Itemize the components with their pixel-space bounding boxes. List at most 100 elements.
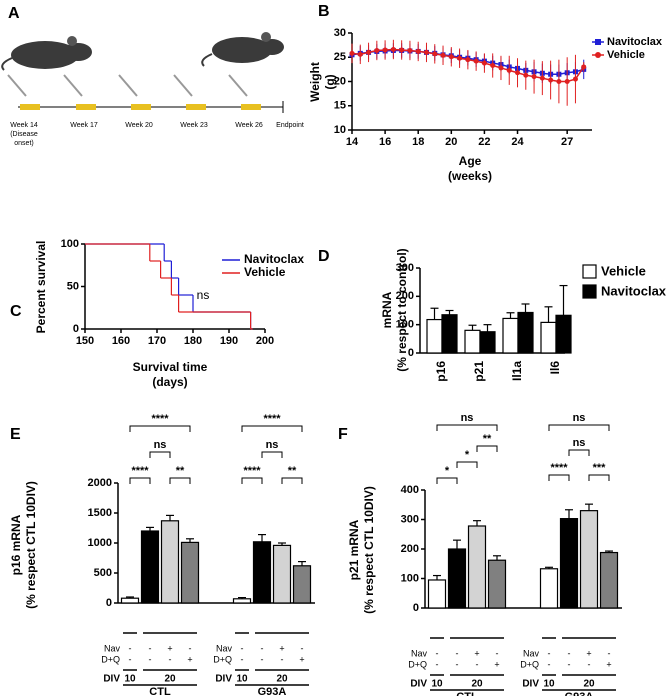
- point: [448, 54, 454, 60]
- y-tick-label: 0: [408, 347, 414, 359]
- significance-bracket: [436, 477, 458, 484]
- div-label: DIV: [410, 679, 427, 690]
- timeline-label: Week 23: [180, 122, 208, 129]
- bar: [555, 314, 572, 354]
- point: [390, 46, 396, 52]
- mouse-body: [11, 41, 79, 69]
- significance-bracket: [588, 474, 610, 481]
- y-tick-label: 200: [396, 290, 414, 302]
- point: [374, 47, 380, 53]
- panel-letter: F: [338, 426, 348, 443]
- y-axis-label: (% respect CTL 10DIV): [24, 481, 38, 609]
- significance-label: **: [176, 465, 185, 477]
- point: [357, 51, 363, 57]
- y-axis-label: p21 mRNA: [347, 519, 361, 580]
- condition-sign: -: [436, 648, 439, 658]
- significance-bracket: [129, 477, 151, 484]
- y-tick-label: 10: [334, 124, 346, 136]
- y-axis-label: Percent survival: [34, 241, 48, 334]
- syringes: [7, 74, 248, 97]
- significance-label: **: [288, 465, 297, 477]
- timeline-note: onset): [14, 140, 33, 147]
- x-axis-label: (weeks): [448, 169, 492, 183]
- significance-label: ****: [263, 413, 281, 425]
- point: [465, 57, 471, 63]
- group-label: CTL: [456, 691, 478, 696]
- x-tick-label: 180: [184, 335, 202, 347]
- condition-row-label: D+Q: [101, 654, 120, 664]
- syringe: [173, 74, 193, 97]
- condition-sign: -: [261, 654, 264, 664]
- condition-row-label: Nav: [523, 648, 540, 658]
- bar: [140, 530, 160, 604]
- bar: [540, 321, 557, 354]
- bar: [426, 318, 443, 354]
- point: [415, 48, 421, 54]
- bar: [517, 311, 534, 354]
- point: [548, 77, 554, 83]
- condition-sign: +: [299, 654, 304, 664]
- significance-label: **: [483, 433, 492, 445]
- y-tick-label: 30: [334, 27, 346, 39]
- div-value: 20: [276, 674, 288, 685]
- div-value: 10: [236, 674, 248, 685]
- div-value: 10: [543, 679, 555, 690]
- condition-sign: +: [606, 659, 611, 669]
- y-axis-label: p16 mRNA: [9, 514, 23, 575]
- condition-sign: -: [149, 643, 152, 653]
- condition-sign: -: [261, 643, 264, 653]
- significance-bracket: [568, 449, 590, 456]
- legend-swatch: [582, 264, 597, 279]
- panel-a-art: [1, 32, 284, 113]
- significance-label: *: [445, 465, 450, 477]
- injection: [241, 104, 261, 110]
- significance-label: ns: [266, 439, 279, 451]
- bar: [599, 551, 619, 609]
- condition-sign: -: [476, 659, 479, 669]
- point: [515, 70, 521, 76]
- syringe: [7, 74, 27, 97]
- x-tick-label: p16: [434, 361, 448, 382]
- bar: [272, 544, 292, 604]
- timeline-label: Week 26: [235, 122, 263, 129]
- timeline-label: Week 17: [70, 122, 98, 129]
- condition-sign: -: [169, 654, 172, 664]
- bar: [427, 579, 447, 609]
- x-tick-label: 24: [511, 136, 524, 148]
- injection: [186, 104, 206, 110]
- significance-bracket: [281, 477, 303, 484]
- point: [382, 47, 388, 53]
- y-tick-label: 2000: [88, 477, 112, 489]
- legend-swatch: [582, 284, 597, 299]
- condition-sign: +: [187, 654, 192, 664]
- bar: [487, 559, 507, 609]
- bar: [120, 597, 140, 604]
- significance-label: ****: [151, 413, 169, 425]
- condition-sign: -: [129, 643, 132, 653]
- legend-marker: [595, 52, 601, 58]
- y-tick-label: 15: [334, 100, 346, 112]
- bar: [180, 541, 200, 604]
- significance-bracket: [261, 451, 283, 458]
- panel-letter: A: [8, 5, 20, 22]
- significance-bracket: [548, 474, 570, 481]
- mouse-ear: [67, 36, 77, 46]
- significance-bracket: [129, 425, 191, 432]
- point: [498, 65, 504, 71]
- condition-sign: +: [586, 648, 591, 658]
- point: [349, 50, 355, 56]
- point: [407, 47, 413, 53]
- bar: [502, 317, 519, 354]
- y-tick-label: 25: [334, 51, 346, 63]
- y-tick-label: 300: [396, 262, 414, 274]
- point: [506, 67, 512, 73]
- point: [440, 52, 446, 58]
- div-label: DIV: [103, 674, 120, 685]
- condition-sign: +: [279, 643, 284, 653]
- point: [581, 64, 587, 70]
- significance-bracket: [436, 424, 498, 431]
- x-tick-label: p21: [472, 361, 486, 382]
- point: [473, 58, 479, 64]
- condition-sign: -: [241, 654, 244, 664]
- significance-label: *: [465, 449, 470, 461]
